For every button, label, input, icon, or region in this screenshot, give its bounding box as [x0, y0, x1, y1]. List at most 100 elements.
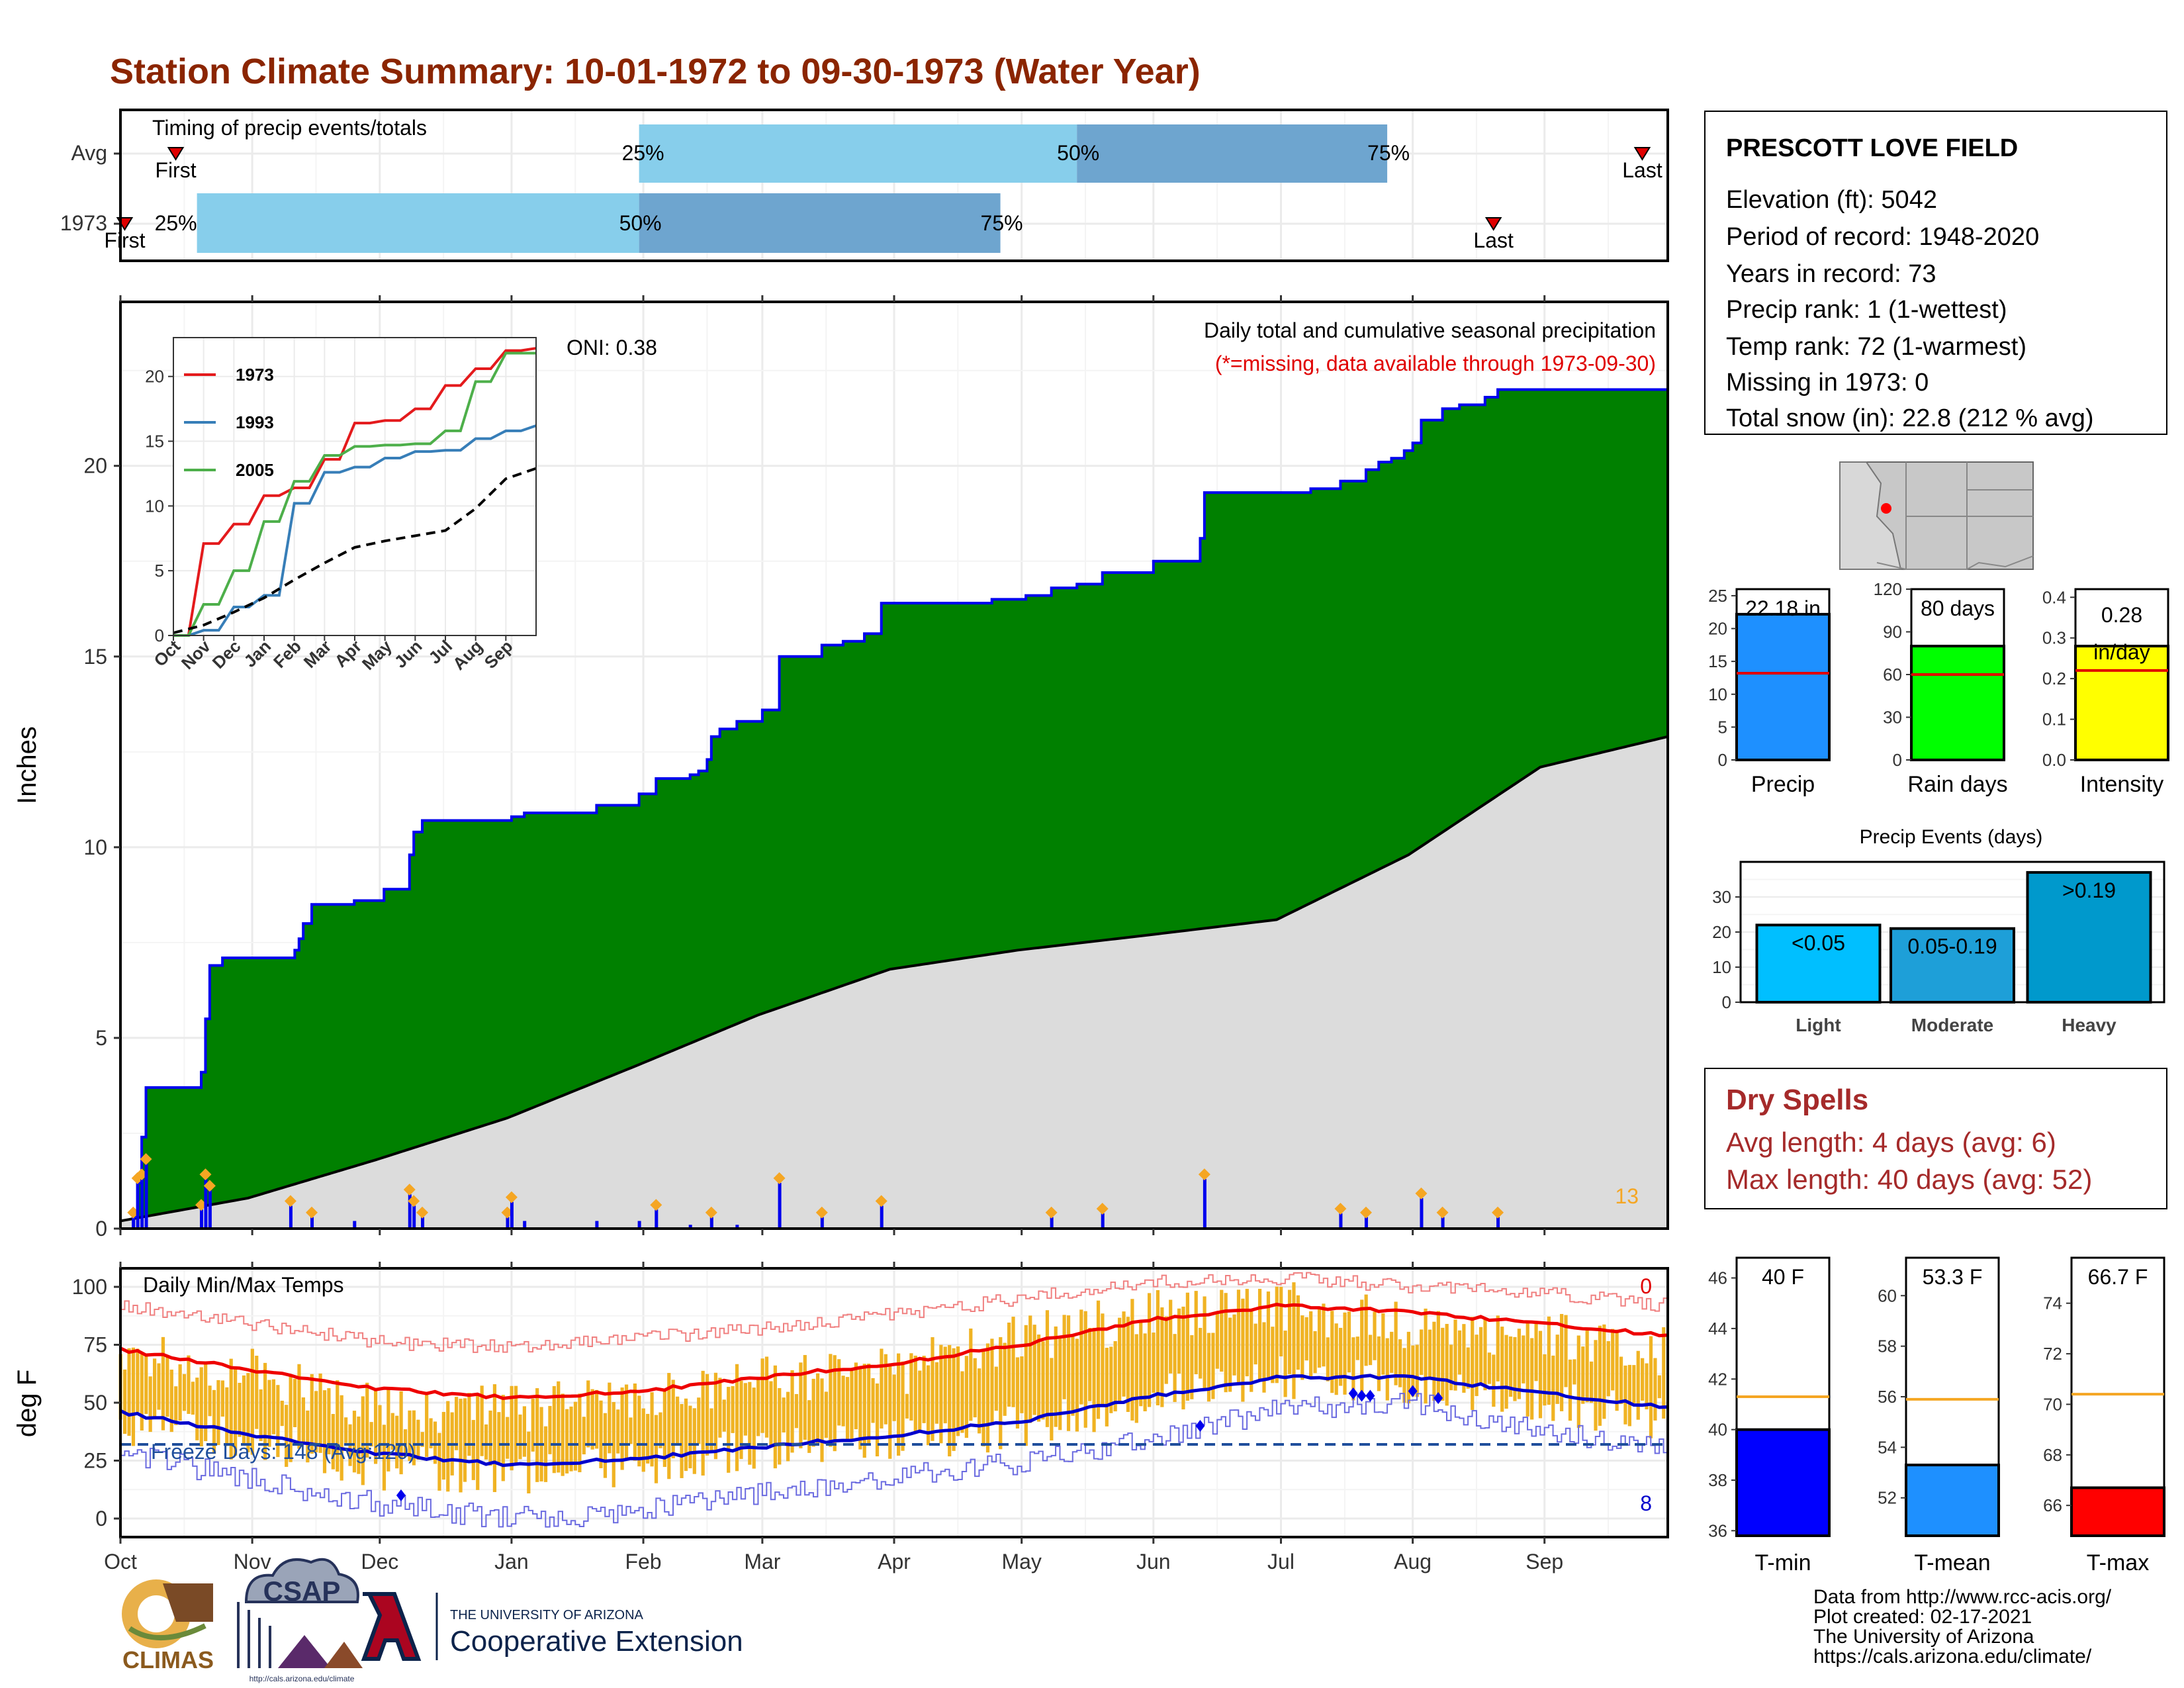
inset-series-line: [173, 347, 537, 637]
y-tick-label: 20: [1708, 619, 1727, 639]
month-label: Mar: [744, 1550, 780, 1573]
daily-temp-bar: [1551, 1355, 1555, 1421]
daily-temp-bar: [1504, 1335, 1508, 1409]
daily-temp-bar: [1139, 1322, 1143, 1407]
y-tick-label: 5: [1718, 717, 1727, 737]
snow-marker: [1198, 1168, 1210, 1181]
daily-temp-bar: [136, 1348, 140, 1413]
daily-temp-bar: [455, 1397, 459, 1450]
event-category-label: Moderate: [1911, 1015, 1993, 1035]
y-tick-label: 0: [1718, 750, 1727, 770]
daily-temp-bar: [1220, 1289, 1224, 1372]
snow-marker: [705, 1206, 717, 1219]
y-tick-label: 0.0: [2042, 750, 2066, 770]
daily-temp-bar: [1334, 1323, 1338, 1395]
daily-temp-bar: [1224, 1293, 1228, 1393]
daily-temp-bar: [1585, 1328, 1589, 1403]
daily-temp-bar: [289, 1376, 293, 1462]
y-tick-label: 100: [72, 1275, 107, 1299]
precip-panel: 0 5 10 15 20 Inches ONI: 0.38 Daily total an…: [13, 295, 1669, 1241]
daily-temp-bar: [191, 1382, 195, 1415]
daily-temp-bar: [1101, 1313, 1105, 1407]
daily-temp-bar: [220, 1380, 224, 1417]
daily-temp-bar: [1543, 1354, 1547, 1406]
daily-temp-bar: [441, 1411, 445, 1480]
daily-temp-bar: [1105, 1348, 1109, 1427]
value-label: 0.28: [2101, 603, 2142, 627]
daily-temp-bar: [739, 1380, 743, 1460]
daily-precip-bar: [595, 1221, 599, 1229]
daily-temp-bar: [1560, 1313, 1564, 1411]
daily-temp-bar: [1471, 1317, 1475, 1410]
snow-marker: [505, 1191, 518, 1203]
month-label: Oct: [104, 1550, 137, 1573]
daily-temp-bar: [833, 1355, 837, 1452]
timing-label-50: 50%: [1057, 141, 1099, 165]
daily-temp-bar: [1615, 1329, 1619, 1411]
daily-temp-bar: [981, 1349, 985, 1446]
daily-temp-bar: [1632, 1365, 1636, 1403]
daily-temp-bar: [484, 1424, 488, 1460]
first-event-label: First: [104, 228, 145, 252]
daily-temp-bar: [1564, 1315, 1568, 1387]
daily-temp-bar: [1623, 1365, 1627, 1425]
daily-temp-bar: [1627, 1364, 1631, 1427]
event-bar: [2026, 870, 2152, 1004]
daily-temp-bar: [624, 1384, 629, 1461]
daily-precip-bar: [1496, 1217, 1500, 1229]
location-map: [1839, 461, 2034, 570]
daily-precip-bar: [421, 1217, 425, 1229]
daily-temp-bar: [403, 1429, 408, 1457]
month-label: May: [1001, 1550, 1041, 1573]
daily-temp-bar: [594, 1389, 599, 1449]
daily-temp-bar: [760, 1358, 764, 1433]
daily-temp-bar: [314, 1391, 318, 1453]
value-bar: [1910, 645, 2005, 761]
daily-temp-bar: [1164, 1316, 1168, 1384]
station-line: Precip rank: 1 (1-wettest): [1726, 296, 2007, 324]
daily-temp-bar: [1130, 1299, 1134, 1421]
snow-marker: [1492, 1206, 1504, 1219]
y-tick-label: 40: [1708, 1420, 1727, 1440]
record-max-line: [120, 1272, 1668, 1353]
daily-temp-bar: [1589, 1361, 1594, 1403]
timing-label-25: 25%: [622, 141, 664, 165]
daily-temp-bar: [152, 1358, 157, 1419]
daily-temp-bar: [1011, 1317, 1015, 1407]
daily-temp-bar: [709, 1408, 713, 1451]
y-tick-label: 10: [83, 835, 107, 859]
daily-temp-bar: [467, 1393, 471, 1456]
inset-y-tick-label: 15: [145, 432, 164, 451]
daily-temp-bar: [344, 1417, 348, 1443]
category-label: Precip: [1751, 772, 1815, 797]
ua-logo: THE UNIVERSITY OF ARIZONA Cooperative Ex…: [361, 1592, 743, 1661]
daily-temp-bar: [841, 1376, 845, 1427]
daily-temp-bar: [909, 1353, 913, 1421]
y-tick-label: 0.1: [2042, 710, 2066, 729]
daily-temp-bar: [701, 1370, 705, 1476]
daily-temp-bar: [680, 1404, 684, 1478]
daily-temp-bar: [1479, 1327, 1483, 1385]
daily-precip-bar: [310, 1217, 314, 1229]
y-tick-label: 70: [2043, 1394, 2062, 1414]
daily-precip-bar: [1364, 1217, 1368, 1229]
daily-temp-bar: [1313, 1331, 1317, 1374]
daily-temp-bar: [471, 1420, 475, 1480]
daily-temp-bar: [1487, 1352, 1492, 1384]
snow-marker: [284, 1195, 296, 1207]
daily-temp-bar: [1355, 1336, 1359, 1360]
daily-temp-bar: [1581, 1346, 1585, 1404]
daily-temp-bar: [1377, 1336, 1381, 1391]
daily-temp-bar: [390, 1413, 394, 1450]
daily-precip-bar: [637, 1221, 641, 1229]
snow-marker: [1359, 1206, 1372, 1219]
daily-temp-bar: [561, 1393, 565, 1476]
daily-temp-bar: [824, 1391, 829, 1438]
daily-temp-bar: [336, 1380, 340, 1472]
daily-temp-bar: [1360, 1299, 1364, 1399]
record-low-marker: [1357, 1389, 1367, 1402]
inset-legend-label: 1973: [236, 365, 274, 385]
cumulative-average-line: [120, 735, 1668, 1223]
daily-precip-bar: [1050, 1217, 1054, 1229]
timing-label: Timing of precip events/totals: [152, 116, 427, 140]
